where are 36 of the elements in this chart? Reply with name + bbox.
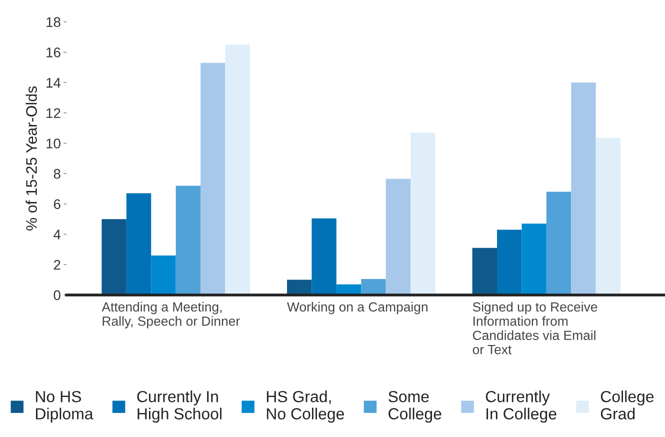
legend-label: Some College [388, 390, 442, 423]
y-tick-label: 16 [46, 48, 60, 58]
bar [497, 230, 522, 295]
bar [102, 219, 126, 295]
y-tick-label: 10 [46, 138, 60, 148]
y-tick-label: 8 [54, 168, 60, 179]
legend-label: Currently In High School [137, 390, 222, 423]
y-tick-label: 18 [46, 17, 60, 28]
x-tick-label: Signed up to Receive Information from Candidates via Email or Text [472, 302, 598, 354]
y-tick-label: 14 [46, 78, 61, 88]
bar [410, 132, 436, 295]
legend-label: College Grad [600, 390, 654, 420]
legend-label: Currently In College [486, 390, 556, 423]
legend-label: No HS Diploma [36, 390, 94, 423]
bar [200, 62, 226, 295]
legend-label: HS Grad, No College [266, 390, 344, 423]
bar [596, 138, 621, 295]
bar [176, 186, 201, 295]
y-tick-label: 2 [54, 260, 60, 270]
bar [546, 192, 572, 295]
bar [151, 256, 176, 295]
bar [361, 279, 386, 295]
x-tick-label: Attending a Meeting, Rally, Speech or Dinner [102, 302, 240, 328]
y-tick-label: 0 [54, 290, 60, 300]
y-tick-label: 12 [46, 108, 60, 118]
y-axis-title: % of 15-25 Year-Olds [26, 86, 37, 230]
bar [522, 224, 546, 295]
bar [386, 178, 411, 295]
bar [472, 248, 497, 295]
bar [126, 193, 152, 295]
bar [225, 44, 250, 295]
y-tick-label: 4 [54, 230, 61, 240]
x-tick-label: Working on a Campaign [287, 302, 428, 314]
bar [571, 82, 596, 295]
y-tick-label: 6 [54, 199, 60, 210]
bar [312, 218, 336, 295]
